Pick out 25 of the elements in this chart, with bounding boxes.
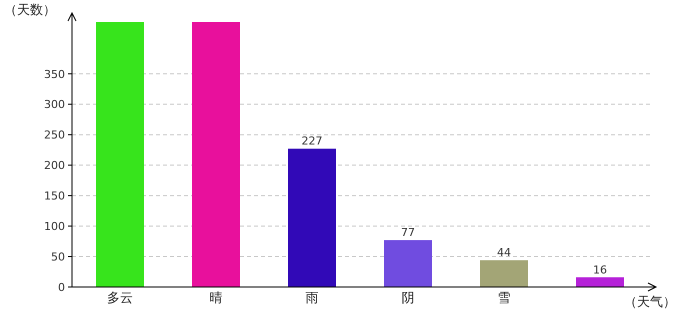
data-label: 44 bbox=[497, 246, 511, 260]
bar bbox=[192, 22, 240, 287]
y-tick-label: 50 bbox=[51, 250, 65, 264]
bar bbox=[96, 22, 144, 287]
y-tick-label: 250 bbox=[44, 128, 65, 142]
bar bbox=[480, 260, 528, 287]
y-tick-label: 150 bbox=[44, 190, 65, 203]
x-tick-label: 多云 bbox=[107, 291, 133, 306]
bar bbox=[384, 240, 432, 287]
y-tick-label: 100 bbox=[44, 220, 65, 234]
bar bbox=[576, 277, 624, 287]
y-tick-label: 350 bbox=[44, 68, 65, 81]
data-label: 227 bbox=[302, 134, 322, 148]
y-tick-label: 300 bbox=[44, 98, 65, 112]
x-tick-label: 晴 bbox=[210, 291, 222, 306]
y-axis-title: （天数） bbox=[4, 3, 56, 18]
x-tick-label: 雨 bbox=[306, 291, 318, 306]
x-axis-title: （天气） bbox=[624, 295, 676, 310]
x-tick-label: 雪 bbox=[498, 291, 510, 306]
bar bbox=[288, 148, 336, 287]
data-label: 16 bbox=[593, 263, 607, 276]
data-label: 77 bbox=[401, 226, 415, 240]
y-tick-label: 200 bbox=[44, 159, 65, 172]
x-tick-label: 阴 bbox=[402, 291, 414, 306]
y-tick-label: 0 bbox=[58, 281, 65, 294]
